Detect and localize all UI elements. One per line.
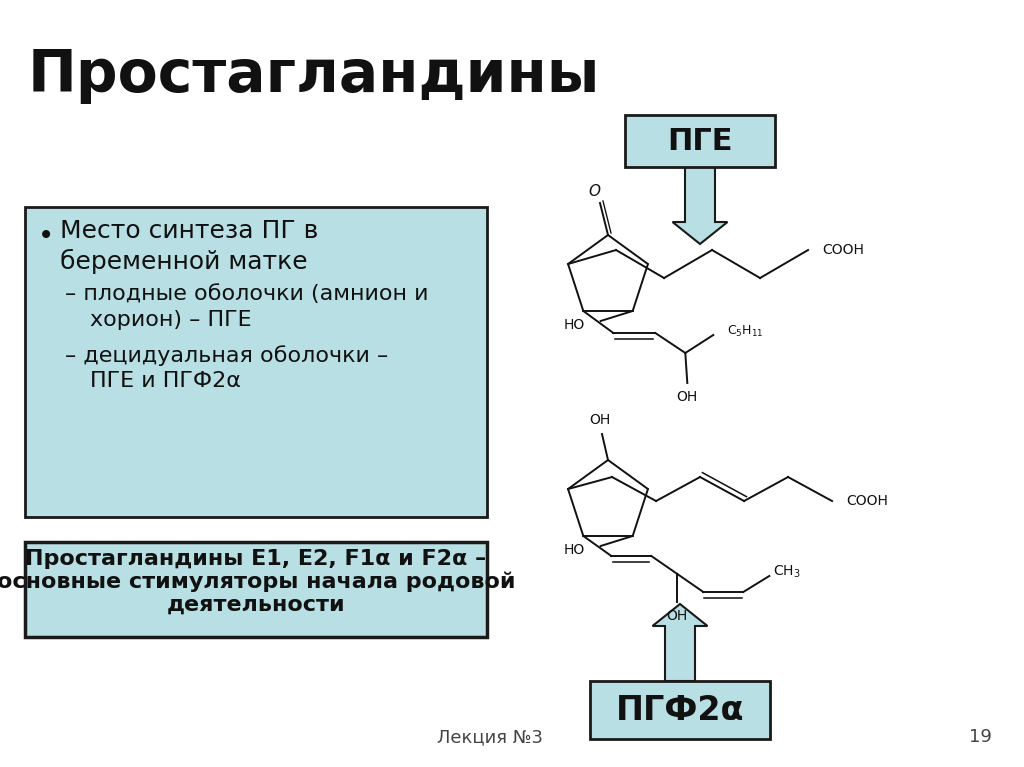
Text: HO: HO	[564, 543, 586, 557]
Text: хорион) – ПГЕ: хорион) – ПГЕ	[90, 310, 252, 330]
Text: OH: OH	[677, 390, 698, 404]
Text: – плодные оболочки (амнион и: – плодные оболочки (амнион и	[65, 284, 428, 304]
Text: COOH: COOH	[846, 494, 888, 508]
FancyArrow shape	[673, 167, 727, 244]
Text: Простагландины: Простагландины	[28, 47, 600, 104]
Text: CH$_3$: CH$_3$	[773, 564, 801, 580]
FancyBboxPatch shape	[625, 115, 775, 167]
Text: O: O	[588, 183, 600, 199]
Text: ПГФ2α: ПГФ2α	[615, 693, 744, 726]
Text: HO: HO	[564, 318, 586, 332]
FancyBboxPatch shape	[25, 207, 487, 517]
Text: 19: 19	[969, 728, 991, 746]
Text: основные стимуляторы начала родовой: основные стимуляторы начала родовой	[0, 571, 515, 591]
Text: ПГЕ: ПГЕ	[668, 127, 733, 156]
Text: беременной матке: беременной матке	[60, 249, 307, 274]
Text: •: •	[38, 222, 54, 250]
FancyArrow shape	[652, 604, 708, 681]
Text: COOH: COOH	[822, 243, 864, 257]
Text: OH: OH	[590, 413, 610, 427]
Text: C$_5$H$_{11}$: C$_5$H$_{11}$	[727, 324, 764, 338]
Text: OH: OH	[667, 609, 688, 623]
Text: деятельности: деятельности	[167, 595, 345, 615]
FancyBboxPatch shape	[590, 681, 770, 739]
Text: Лекция №3: Лекция №3	[437, 728, 543, 746]
Text: ПГЕ и ПГФ2α: ПГЕ и ПГФ2α	[90, 371, 241, 391]
Text: Простагландины E1, E2, F1α и F2α –: Простагландины E1, E2, F1α и F2α –	[26, 549, 486, 569]
Text: – децидуальная оболочки –: – децидуальная оболочки –	[65, 345, 388, 366]
Text: Место синтеза ПГ в: Место синтеза ПГ в	[60, 219, 318, 243]
FancyBboxPatch shape	[25, 542, 487, 637]
